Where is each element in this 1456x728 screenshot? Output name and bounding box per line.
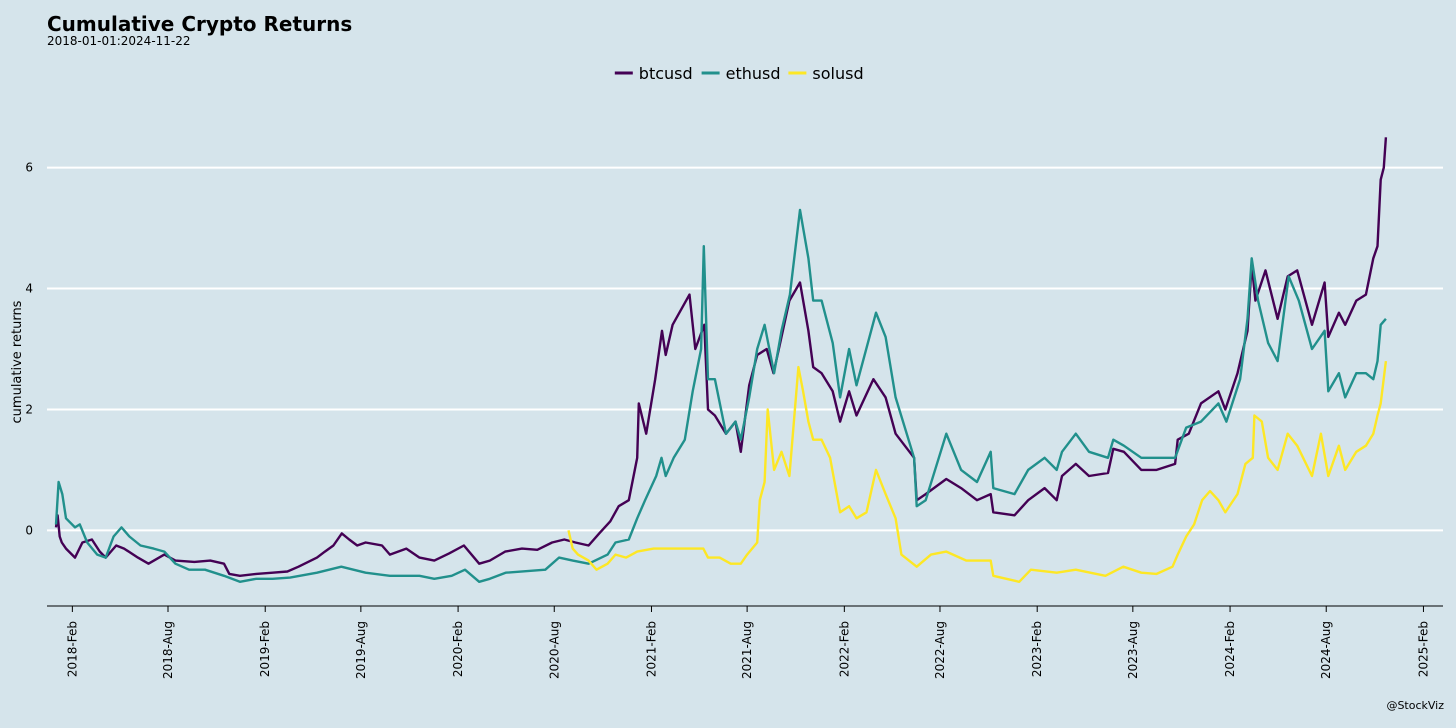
x-tick-label: 2023-Feb	[1030, 621, 1044, 677]
legend-label: ethusd	[726, 64, 781, 83]
legend-item-ethusd: ethusd	[701, 64, 781, 83]
x-tick-label: 2018-Feb	[65, 621, 79, 677]
legend-label: solusd	[812, 64, 863, 83]
series-lines	[54, 137, 1388, 583]
chart-subtitle: 2018-01-01:2024-11-22	[47, 34, 191, 48]
x-tick-label: 2019-Aug	[354, 621, 368, 679]
x-tick-label: 2020-Feb	[451, 621, 465, 677]
x-tick-label: 2022-Aug	[933, 621, 947, 679]
x-tick-label: 2024-Feb	[1223, 621, 1237, 677]
grid-lines	[47, 166, 1443, 532]
y-tick-label: 2	[25, 402, 33, 416]
x-tick-label: 2022-Feb	[837, 621, 851, 677]
legend-item-solusd: solusd	[788, 64, 864, 83]
chart-title: Cumulative Crypto Returns	[47, 12, 353, 36]
x-tick-label: 2018-Aug	[161, 621, 175, 679]
legend: btcusd ethusd solusd	[614, 64, 864, 83]
x-tick-label: 2023-Aug	[1126, 621, 1140, 679]
y-axis: 0 2 4 6	[25, 161, 33, 538]
series-line-ethusd	[54, 208, 1387, 583]
y-tick-label: 0	[25, 523, 33, 537]
y-axis-label: cumulative returns	[10, 300, 25, 423]
y-tick-label: 6	[25, 161, 33, 175]
legend-item-btcusd: btcusd	[614, 64, 693, 83]
x-tick-label: 2020-Aug	[547, 621, 561, 679]
y-tick-label: 4	[25, 282, 33, 296]
legend-label: btcusd	[639, 64, 693, 83]
x-tick-label: 2019-Feb	[258, 621, 272, 677]
series-line-solusd	[567, 360, 1388, 583]
chart-credit: @StockViz	[1386, 699, 1444, 712]
series-line-btcusd	[54, 137, 1388, 577]
x-axis: 2018-Feb 2018-Aug 2019-Feb 2019-Aug 2020-Feb…	[65, 606, 1430, 679]
x-tick-label: 2025-Feb	[1416, 621, 1430, 677]
x-tick-label: 2024-Aug	[1319, 621, 1333, 679]
x-tick-label: 2021-Aug	[740, 621, 754, 679]
x-tick-label: 2021-Feb	[644, 621, 658, 677]
